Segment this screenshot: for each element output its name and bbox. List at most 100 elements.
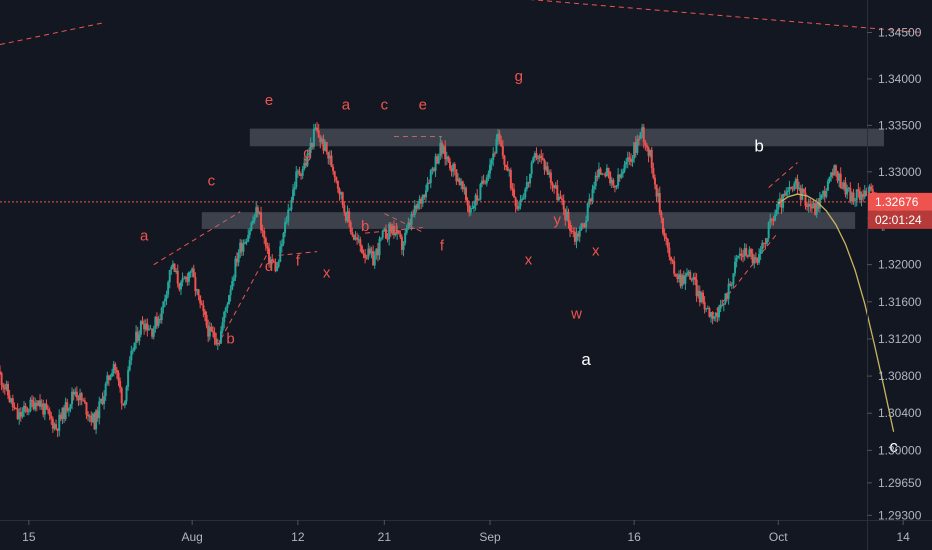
candle-body: [3, 387, 6, 390]
candle-body: [79, 393, 82, 401]
candle-body: [328, 155, 331, 159]
candle-body: [620, 173, 623, 178]
candle-body: [143, 324, 146, 330]
wave-label: b: [361, 218, 369, 235]
candle-body: [125, 386, 128, 402]
candle-body: [764, 242, 767, 244]
candle-body: [601, 173, 604, 175]
candle-body: [823, 191, 826, 197]
candle-body: [170, 266, 173, 270]
time-axis[interactable]: 15 Aug 12 21 Sep 16 Oct 14: [22, 520, 910, 544]
candle-body: [801, 188, 804, 200]
candle-body: [31, 399, 34, 402]
candle-body: [208, 326, 211, 337]
candle-body: [416, 203, 419, 209]
candle-body: [27, 411, 30, 413]
candle-body: [293, 187, 296, 190]
wave-label: w: [570, 306, 582, 323]
candle-body: [849, 187, 852, 202]
candle-body: [650, 149, 653, 168]
candle-body: [846, 188, 849, 195]
candle-body: [548, 172, 551, 175]
candle-body: [428, 182, 431, 184]
time-tick-label: Sep: [479, 530, 501, 544]
candle-body: [357, 239, 360, 241]
candle-body: [553, 185, 556, 189]
candle-body: [173, 263, 176, 272]
candle-body: [314, 127, 317, 129]
candle-body: [53, 424, 56, 429]
candle-body: [458, 178, 461, 186]
candle-body: [247, 234, 250, 242]
candlestick-series: [0, 122, 905, 438]
candle-body: [814, 203, 817, 215]
candle-body: [519, 199, 522, 206]
candle-body: [554, 185, 557, 189]
candle-body: [384, 228, 387, 239]
candle-body: [865, 190, 868, 196]
wave-label: g: [515, 68, 523, 85]
wave-label: f: [440, 238, 445, 255]
candle-body: [521, 199, 524, 201]
candle-body: [171, 263, 174, 267]
candle-body: [780, 198, 783, 208]
candle-body: [40, 403, 43, 407]
candle-body: [218, 343, 221, 345]
wave-label: x: [525, 252, 533, 269]
candle-body: [264, 238, 267, 247]
candle-body: [858, 191, 861, 200]
candle-body: [69, 404, 72, 409]
candle-body: [423, 194, 426, 198]
candle-body: [112, 364, 115, 374]
candle-body: [284, 222, 287, 233]
candle-body: [381, 230, 384, 238]
candle-body: [761, 242, 764, 250]
candle-body: [405, 228, 408, 233]
wave-label: g: [303, 145, 311, 162]
candle-body: [216, 343, 219, 345]
candle-body: [649, 149, 652, 156]
candle-body: [511, 188, 514, 190]
candle-body: [175, 270, 178, 272]
candle-body: [71, 391, 74, 405]
candle-body: [541, 158, 544, 161]
wave-label: b: [226, 331, 234, 348]
candle-body: [730, 284, 733, 286]
candle-body: [87, 414, 90, 417]
candle-body: [151, 328, 154, 337]
candle-body: [685, 273, 688, 276]
candle-body: [277, 261, 280, 267]
price-axis[interactable]: 1.345001.340001.335001.330001.325001.320…: [867, 26, 922, 523]
candle-body: [37, 400, 40, 406]
wave-label: e: [419, 97, 427, 114]
candle-body: [34, 402, 37, 410]
candle-body: [785, 191, 788, 196]
candle-body: [577, 233, 580, 237]
candle-body: [842, 182, 845, 189]
candle-body: [669, 256, 672, 261]
candle-body: [812, 203, 815, 209]
candle-body: [11, 398, 14, 408]
candle-body: [24, 405, 27, 409]
candle-body: [738, 253, 741, 256]
candle-body: [684, 275, 687, 284]
candle-body: [359, 239, 362, 246]
candle-body: [492, 153, 495, 161]
candle-body: [833, 165, 836, 176]
candle-body: [482, 180, 485, 183]
candle-body: [178, 283, 181, 290]
candle-body: [693, 277, 696, 280]
candle-body: [786, 190, 789, 192]
candle-body: [186, 276, 189, 282]
candle-body: [746, 255, 749, 257]
candle-body: [187, 272, 190, 282]
candle-body: [138, 334, 141, 341]
candle-body: [15, 407, 18, 409]
time-tick-label: 16: [627, 530, 641, 544]
candle-body: [610, 179, 613, 184]
candle-body: [452, 164, 455, 172]
candle-body: [226, 304, 229, 308]
candle-body: [862, 193, 865, 198]
